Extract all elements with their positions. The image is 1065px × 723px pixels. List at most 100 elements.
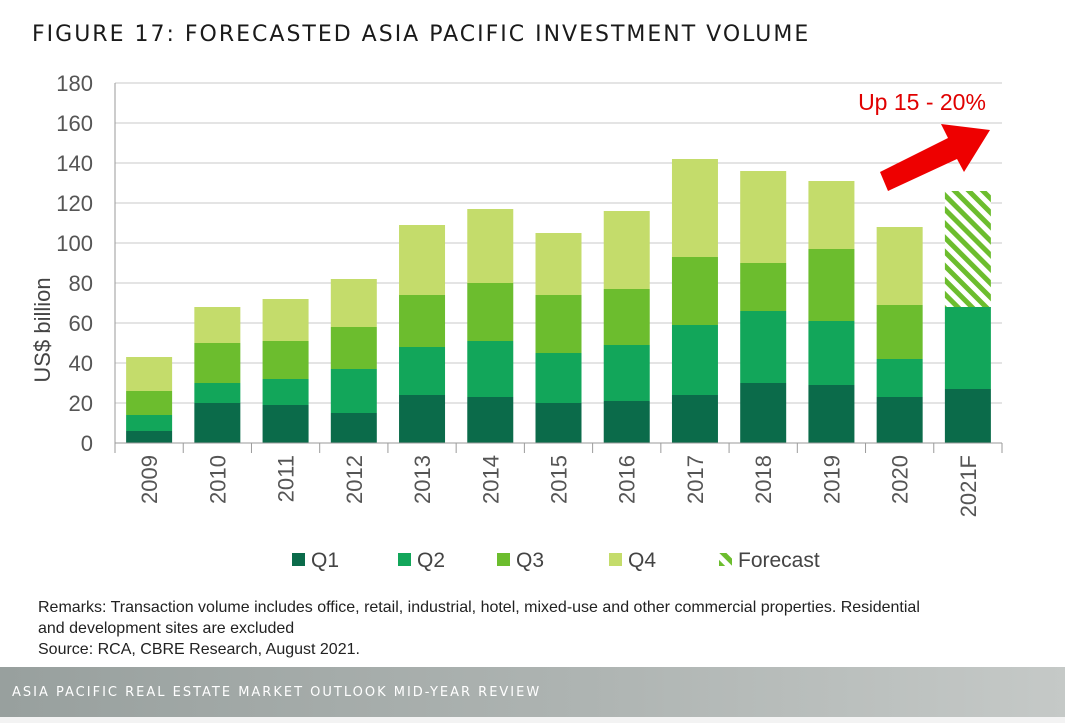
bar-q1-2015 (535, 403, 582, 443)
y-tick-label: 0 (81, 431, 93, 456)
footer-banner: ASIA PACIFIC REAL ESTATE MARKET OUTLOOK … (0, 667, 1065, 717)
bar-q1-2017 (671, 395, 718, 443)
x-tick-label: 2020 (888, 455, 913, 504)
legend-label-q4: Q4 (628, 549, 656, 572)
source-note: Source: RCA, CBRE Research, August 2021. (38, 641, 360, 658)
bar-q3-2011 (262, 341, 309, 379)
y-tick-label: 120 (56, 191, 93, 216)
bar-q4-2015 (535, 233, 582, 295)
x-tick-label: 2018 (751, 455, 776, 504)
x-tick-label: 2015 (547, 455, 572, 504)
bar-q2-2013 (399, 347, 446, 395)
bar-q3-2010 (194, 343, 241, 383)
legend-swatch-q1 (292, 553, 305, 566)
legend-label-q3: Q3 (516, 549, 544, 572)
bar-q1-2021f (944, 389, 991, 443)
remarks-line-2: and development sites are excluded (38, 620, 295, 637)
x-tick-label: 2021F (956, 455, 981, 517)
bar-q4-2018 (740, 171, 787, 263)
bar-q4-2009 (126, 357, 173, 391)
bar-q2-2019 (808, 321, 855, 385)
y-axis-label: US$ billion (30, 277, 55, 382)
bar-q4-2017 (671, 159, 718, 257)
bar-q3-2018 (740, 263, 787, 311)
x-tick-label: 2012 (342, 455, 367, 504)
bar-q3-2013 (399, 295, 446, 347)
bar-q3-2019 (808, 249, 855, 321)
bar-q4-2020 (876, 227, 923, 305)
bar-forecast-2021f (944, 191, 991, 307)
x-tick-label: 2014 (478, 455, 503, 504)
y-tick-label: 80 (69, 271, 93, 296)
y-axis-ticks: 0 20 40 60 80 100 120 140 160 180 (56, 71, 93, 456)
bar-q1-2013 (399, 395, 446, 443)
bar-q2-2021f (944, 307, 991, 389)
x-tick-label: 2011 (274, 455, 299, 502)
bar-q4-2016 (603, 211, 650, 289)
remarks-line-1: Remarks: Transaction volume includes off… (38, 599, 920, 616)
y-tick-label: 60 (69, 311, 93, 336)
bar-q4-2010 (194, 307, 241, 343)
bar-q3-2016 (603, 289, 650, 345)
up-arrow-icon (880, 124, 990, 191)
footer-text: ASIA PACIFIC REAL ESTATE MARKET OUTLOOK … (12, 685, 542, 700)
y-tick-label: 100 (56, 231, 93, 256)
bar-q3-2017 (671, 257, 718, 325)
axes (114, 83, 1003, 453)
bar-q2-2010 (194, 383, 241, 403)
bar-q1-2010 (194, 403, 241, 443)
bar-q1-2018 (740, 383, 787, 443)
page-title: FIGURE 17: FORECASTED ASIA PACIFIC INVES… (32, 22, 811, 47)
bar-q2-2014 (467, 341, 514, 397)
bar-q4-2013 (399, 225, 446, 295)
bar-q2-2018 (740, 311, 787, 383)
legend-swatch-forecast (719, 553, 732, 566)
legend-swatch-q3 (497, 553, 510, 566)
bar-q3-2015 (535, 295, 582, 353)
bar-q1-2019 (808, 385, 855, 443)
x-tick-label: 2017 (683, 455, 708, 504)
bar-q4-2014 (467, 209, 514, 283)
x-tick-label: 2010 (205, 455, 230, 504)
bar-q2-2020 (876, 359, 923, 397)
bar-q1-2014 (467, 397, 514, 443)
y-tick-label: 160 (56, 111, 93, 136)
legend-swatch-q4 (609, 553, 622, 566)
y-tick-label: 180 (56, 71, 93, 96)
bar-q2-2012 (330, 369, 377, 413)
y-tick-label: 140 (56, 151, 93, 176)
legend-label-q1: Q1 (311, 549, 339, 572)
y-tick-label: 20 (69, 391, 93, 416)
forecast-arrow (880, 124, 990, 191)
bar-q2-2015 (535, 353, 582, 403)
bar-q2-2016 (603, 345, 650, 401)
y-tick-label: 40 (69, 351, 93, 376)
bar-q3-2012 (330, 327, 377, 369)
bar-q4-2012 (330, 279, 377, 327)
bar-q3-2020 (876, 305, 923, 359)
x-tick-label: 2016 (615, 455, 640, 504)
bar-q1-2012 (330, 413, 377, 443)
bar-q4-2011 (262, 299, 309, 341)
legend-label-q2: Q2 (417, 549, 445, 572)
bar-q1-2009 (126, 431, 173, 443)
legend: Q1 Q2 Q3 Q4 Forecast (292, 549, 820, 572)
x-tick-label: 2009 (137, 455, 162, 504)
bar-q3-2009 (126, 391, 173, 415)
bar-q1-2011 (262, 405, 309, 443)
footer-strip (0, 717, 1065, 723)
bar-q2-2017 (671, 325, 718, 395)
remarks: Remarks: Transaction volume includes off… (38, 597, 998, 660)
legend-label-forecast: Forecast (738, 549, 820, 572)
x-tick-label: 2019 (819, 455, 844, 504)
x-tick-label: 2013 (410, 455, 435, 504)
x-axis-ticks: 2009 2010 2011 2012 2013 2014 2015 2016 2017 2018… (137, 455, 981, 517)
bar-q2-2009 (126, 415, 173, 431)
legend-swatch-q2 (398, 553, 411, 566)
bar-q1-2020 (876, 397, 923, 443)
bar-q1-2016 (603, 401, 650, 443)
bar-q3-2014 (467, 283, 514, 341)
bar-q2-2011 (262, 379, 309, 405)
investment-volume-chart: 0 20 40 60 80 100 120 140 160 180 2009 2010 2011 201… (30, 71, 1003, 572)
bars (126, 159, 991, 443)
